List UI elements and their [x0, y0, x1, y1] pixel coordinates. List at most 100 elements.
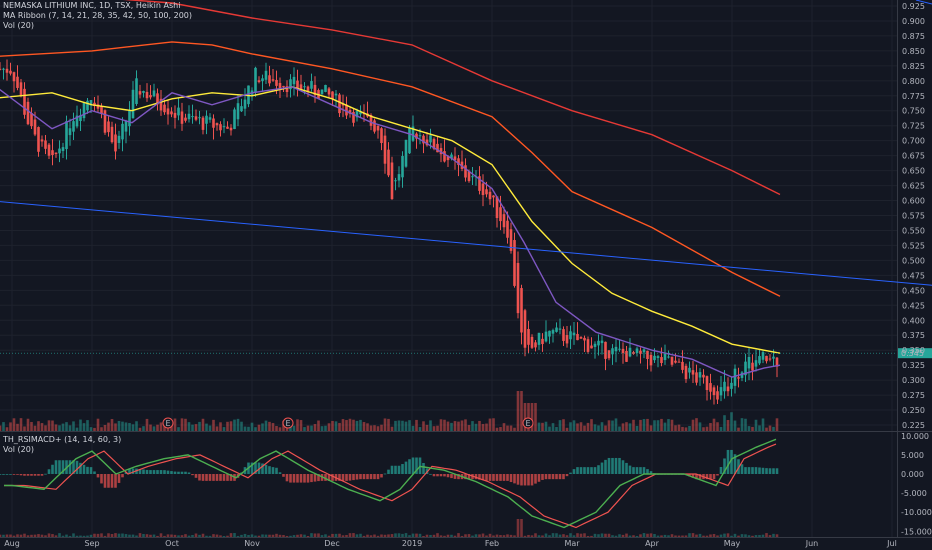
- candle-body: [131, 89, 135, 119]
- oscillator-histogram-bar: [768, 468, 772, 474]
- volume-bar: [600, 422, 604, 431]
- volume-bar: [523, 403, 527, 431]
- oscillator-volume-legend[interactable]: Vol (20): [3, 445, 34, 455]
- volume-bar: [649, 425, 653, 431]
- volume-bar: [191, 424, 194, 431]
- candle-body: [100, 106, 103, 114]
- earnings-marker-label: E: [525, 419, 530, 428]
- volume-bar: [730, 412, 733, 431]
- candle-body: [411, 126, 415, 141]
- candle-body: [82, 102, 86, 119]
- oscillator-volume-bar: [145, 534, 149, 537]
- volume-bar: [292, 425, 296, 431]
- candle-body: [201, 117, 205, 130]
- candle-body: [677, 361, 681, 363]
- oscillator-legend[interactable]: TH_RSIMACD+ (14, 14, 60, 3): [3, 435, 121, 445]
- oscillator-histogram-bar: [306, 474, 310, 483]
- volume-bar: [485, 423, 488, 431]
- candle-body: [373, 120, 376, 132]
- earnings-marker[interactable]: [162, 417, 174, 429]
- price-axis-tick: 0.350: [902, 346, 925, 355]
- oscillator-volume-bar: [156, 535, 159, 537]
- volume-bar: [243, 426, 247, 431]
- volume-bar: [215, 426, 219, 431]
- oscillator-histogram-bar: [128, 468, 131, 474]
- candle-body: [716, 391, 719, 400]
- volume-bar: [26, 418, 30, 431]
- candle-body: [72, 121, 75, 132]
- oscillator-volume-bar: [54, 535, 58, 537]
- oscillator-volume-bar: [499, 535, 502, 537]
- volume-bar: [163, 424, 166, 431]
- oscillator-histogram-bar: [345, 474, 348, 481]
- trendline[interactable]: [0, 201, 932, 291]
- volume-bar: [30, 421, 33, 431]
- candle-body: [212, 118, 215, 128]
- oscillator-histogram-bar: [68, 460, 72, 474]
- candle-body: [79, 115, 82, 121]
- volume-bar: [37, 421, 40, 431]
- oscillator-volume-bar: [201, 533, 205, 537]
- volume-bar: [131, 424, 135, 431]
- oscillator-volume-bar: [159, 533, 163, 537]
- oscillator-volume-bar: [551, 533, 555, 537]
- candle-body: [408, 128, 411, 154]
- candle-body: [642, 349, 646, 353]
- oscillator-histogram-bar: [730, 449, 733, 474]
- oscillator-volume-bar: [324, 534, 327, 537]
- earnings-marker[interactable]: [522, 417, 534, 429]
- price-axis-tick: 0.375: [902, 331, 925, 340]
- oscillator-volume-bar: [639, 534, 642, 537]
- candle-body: [229, 127, 233, 131]
- earnings-marker[interactable]: [282, 417, 294, 429]
- oscillator-histogram-bar: [390, 465, 394, 474]
- oscillator-histogram-bar: [254, 462, 257, 474]
- oscillator-histogram-bar: [222, 474, 226, 481]
- oscillator-histogram-bar: [646, 469, 649, 474]
- volume-bar: [751, 426, 754, 431]
- oscillator-volume-bar: [5, 534, 9, 537]
- oscillator-histogram-bar: [527, 474, 530, 486]
- volume-bar: [194, 424, 198, 431]
- symbol-legend[interactable]: NEMASKA LITHIUM INC, 1D, TSX, Heikin Ash…: [3, 1, 180, 11]
- volume-bar: [569, 422, 572, 431]
- candle-body: [429, 135, 432, 143]
- volume-bar: [635, 425, 639, 431]
- volume-legend[interactable]: Vol (20): [3, 21, 34, 31]
- oscillator-volume-bar: [408, 535, 411, 537]
- oscillator-histogram-bar: [198, 474, 201, 481]
- volume-bar: [317, 420, 320, 431]
- volume-bar: [492, 418, 495, 431]
- oscillator-histogram-bar: [558, 474, 562, 480]
- volume-bar: [352, 419, 355, 431]
- oscillator-volume-bar: [345, 534, 348, 537]
- candle-body: [243, 99, 247, 109]
- candle-body: [163, 104, 166, 113]
- candle-body: [278, 82, 282, 89]
- oscillator-histogram-bar: [23, 474, 26, 476]
- oscillator-volume-bar: [555, 533, 558, 537]
- candle-body: [495, 196, 499, 219]
- oscillator-label: TH_RSIMACD+ (14, 14, 60, 3): [3, 435, 122, 444]
- oscillator-volume-bar: [642, 533, 646, 537]
- oscillator-volume-bar: [698, 533, 702, 537]
- oscillator-histogram-bar: [488, 474, 492, 481]
- volume-bar: [268, 421, 271, 431]
- candle-body: [5, 68, 9, 73]
- oscillator-volume-bar: [131, 534, 135, 537]
- candle-body: [597, 340, 600, 346]
- volume-bar: [677, 424, 681, 431]
- volume-bar: [86, 420, 89, 431]
- volume-bar: [65, 422, 68, 431]
- oscillator-volume-bar: [709, 534, 712, 537]
- oscillator-histogram-bar: [257, 462, 261, 474]
- candle-body: [478, 176, 481, 191]
- oscillator-volume-bar: [299, 534, 303, 537]
- volume-bar: [607, 420, 611, 431]
- ma-ribbon-legend[interactable]: MA Ribbon (7, 14, 21, 28, 35, 42, 50, 10…: [3, 11, 192, 21]
- candle-body: [422, 135, 425, 144]
- trendline[interactable]: [915, 0, 932, 18]
- oscillator-histogram-bar: [555, 474, 558, 480]
- volume-bar: [275, 425, 278, 431]
